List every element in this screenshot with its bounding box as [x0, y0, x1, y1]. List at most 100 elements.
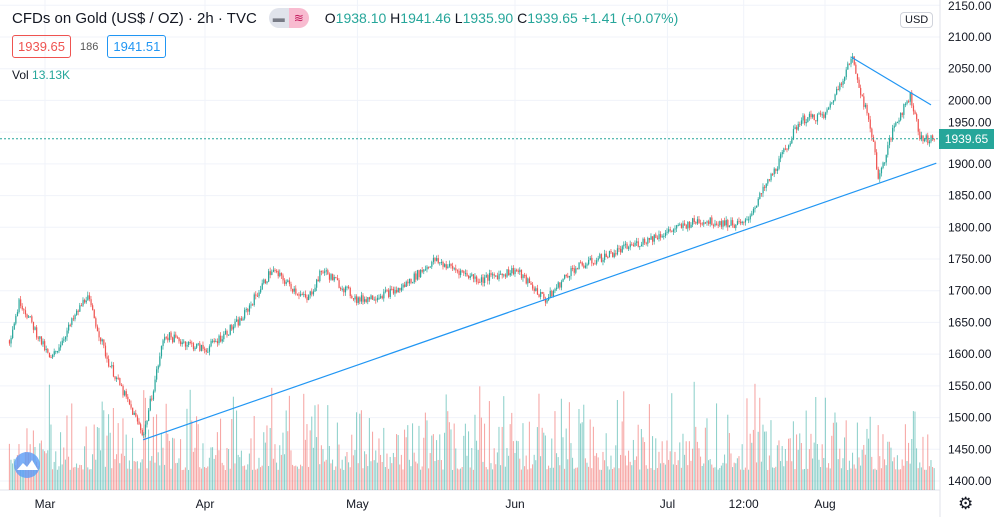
candle-body	[773, 168, 775, 175]
candle-body	[844, 77, 846, 81]
volume-bar	[152, 416, 154, 490]
candle-body	[624, 243, 627, 245]
candle-body	[632, 244, 635, 246]
candle-body	[436, 258, 438, 261]
volume-bar	[836, 422, 838, 490]
volume-bar	[532, 464, 534, 490]
candle-body	[650, 236, 652, 240]
candle-body	[820, 113, 822, 115]
volume-bar	[277, 469, 279, 490]
volume-bar	[668, 459, 670, 490]
candle-body	[839, 83, 841, 90]
candle-body	[312, 291, 315, 295]
candle-body	[61, 340, 63, 346]
candle-body	[580, 262, 582, 264]
volume-bar	[596, 453, 598, 490]
legend-toggle[interactable]: ▬ ≋	[268, 8, 309, 28]
candle-body	[738, 221, 740, 223]
x-tick-label: Aug	[814, 497, 835, 511]
candle-body	[719, 221, 721, 226]
candle-body	[236, 319, 238, 322]
candle-body	[636, 241, 638, 243]
candle-body	[644, 238, 646, 243]
candle-body	[381, 296, 383, 299]
volume-bar	[639, 469, 641, 490]
candle-body	[733, 225, 735, 228]
volume-bar	[575, 467, 577, 490]
candle-body	[754, 207, 756, 210]
candle-body	[196, 344, 198, 348]
candle-body	[460, 270, 462, 276]
volume-bar	[130, 469, 132, 490]
candle-body	[104, 345, 107, 357]
candle-body	[296, 293, 299, 295]
candle-body	[173, 334, 175, 343]
candle-body	[452, 265, 454, 269]
volume-bar	[325, 459, 327, 490]
volume-bar	[797, 449, 799, 490]
volume-bar	[327, 405, 329, 490]
candle-body	[604, 253, 606, 260]
volume-bar	[40, 440, 42, 490]
volume-bar	[877, 425, 879, 490]
candle-body	[546, 300, 548, 303]
volume-bar	[426, 420, 428, 490]
candle-body	[383, 291, 385, 299]
candle-body	[207, 351, 209, 353]
volume-bar	[338, 444, 340, 490]
volume-bar	[87, 467, 89, 490]
currency-label[interactable]: USD	[900, 12, 934, 28]
volume-bar	[775, 466, 777, 490]
approx-icon[interactable]: ≋	[288, 8, 309, 28]
candle-body	[232, 326, 235, 330]
candle-body	[32, 321, 35, 330]
volume-bar	[71, 403, 73, 490]
volume-bar	[160, 432, 162, 490]
volume-bar	[306, 424, 308, 490]
volume-bar	[352, 455, 354, 490]
volume-bar	[519, 458, 521, 490]
volume-bar	[69, 469, 71, 490]
candle-body	[140, 424, 142, 430]
volume-bar	[416, 463, 418, 490]
volume-bar	[76, 463, 78, 490]
candle-body	[725, 220, 727, 226]
volume-bar	[773, 467, 775, 490]
volume-bar	[724, 454, 726, 490]
volume-bar	[317, 404, 319, 490]
candle-body	[741, 221, 743, 224]
volume-bar	[872, 469, 874, 490]
buy-price-button[interactable]: 1941.51	[107, 35, 167, 58]
candle-body	[60, 345, 62, 348]
candle-body	[655, 234, 657, 238]
candle-body	[412, 282, 414, 284]
tradingview-logo-icon[interactable]	[12, 452, 42, 483]
minus-icon[interactable]: ▬	[268, 8, 289, 28]
candle-body	[549, 290, 551, 297]
last-price-label: 1939.65	[939, 128, 994, 149]
candle-body	[178, 337, 180, 342]
candle-body	[45, 349, 47, 351]
y-tick-label: 1450.00	[948, 442, 992, 456]
candle-body	[434, 257, 436, 261]
volume-bar	[303, 393, 305, 490]
sell-price-button[interactable]: 1939.65	[12, 35, 71, 58]
candle-body	[640, 244, 643, 246]
candle-body	[12, 329, 14, 339]
volume-bar	[540, 456, 542, 490]
candle-body	[308, 295, 310, 301]
candle-body	[600, 254, 603, 262]
volume-bar	[340, 468, 342, 490]
volume-bar	[669, 451, 671, 490]
volume-bar	[612, 468, 614, 490]
volume-bar	[157, 452, 159, 490]
candle-body	[818, 113, 820, 115]
candle-body	[39, 336, 41, 339]
volume-bar	[727, 414, 729, 490]
symbol-title[interactable]: CFDs on Gold (US$ / OZ) · 2h · TVC	[12, 9, 257, 27]
candle-body	[228, 334, 230, 336]
gear-icon[interactable]: ⚙	[958, 494, 974, 513]
volume-bar	[468, 431, 470, 490]
candle-body	[112, 365, 115, 377]
